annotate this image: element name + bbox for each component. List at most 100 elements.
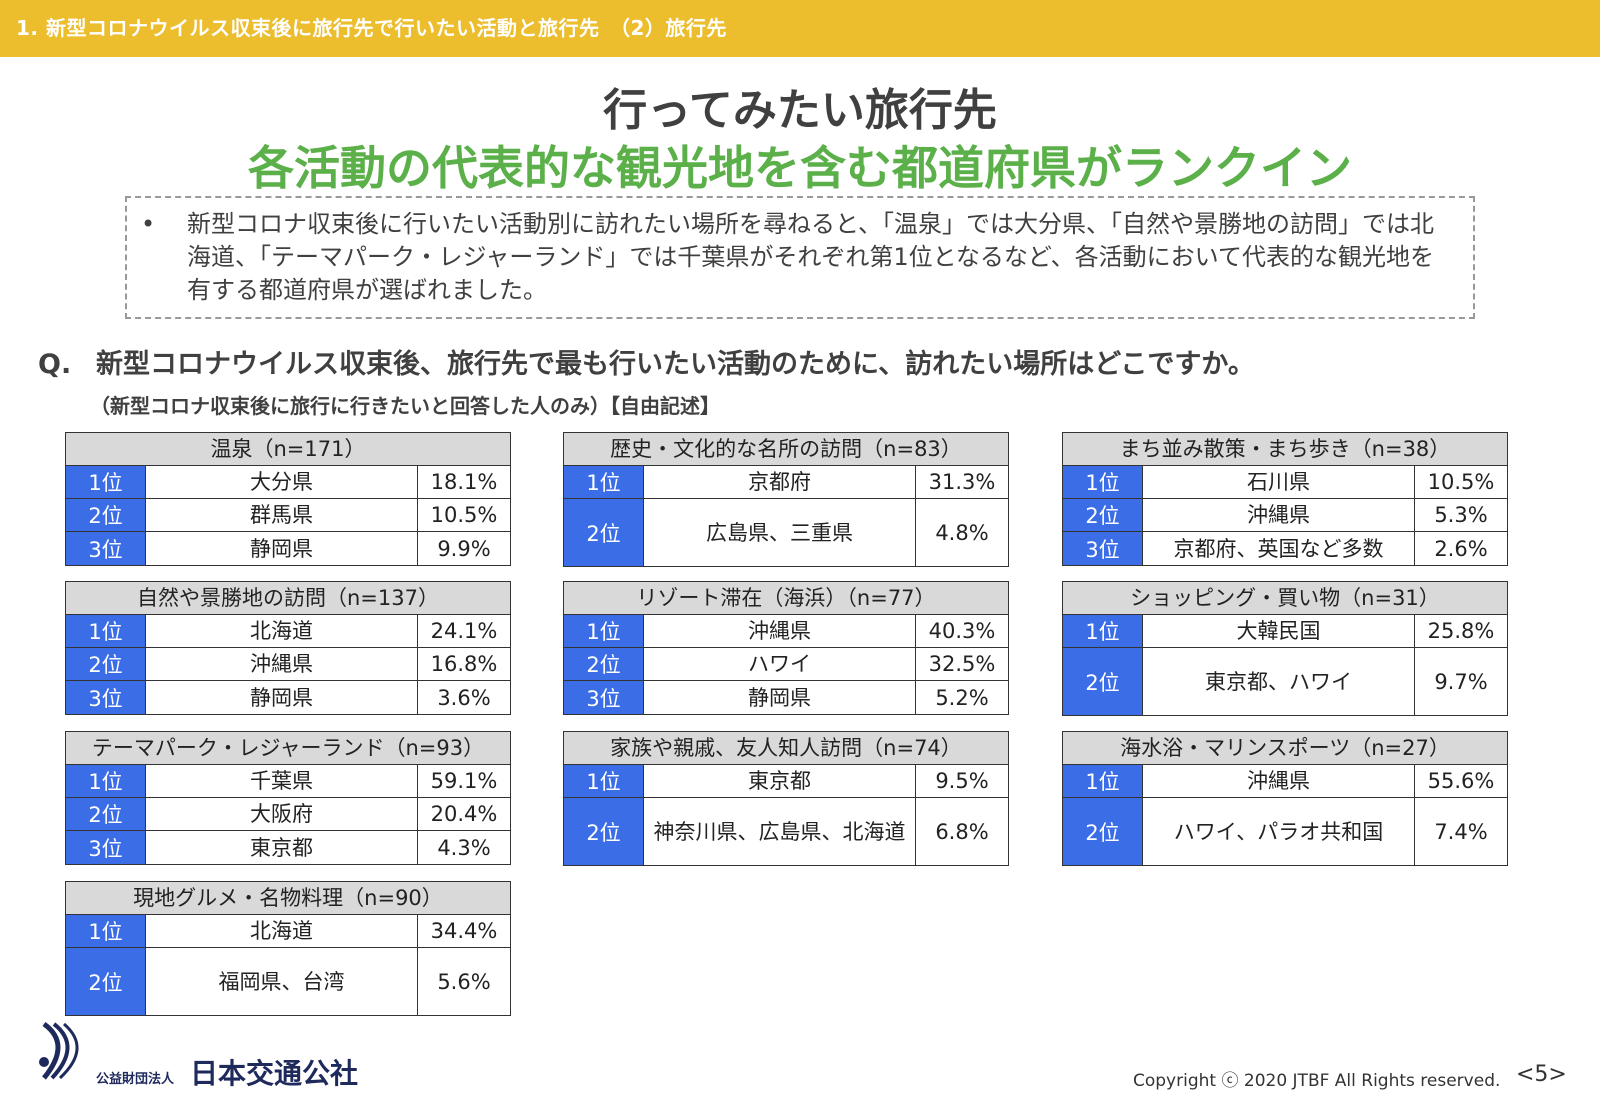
place-cell: 京都府 [644, 466, 916, 498]
table-row: 2位 大阪府 20.4% [66, 798, 510, 831]
table-row: 1位 北海道 34.4% [66, 915, 510, 948]
table-row: 1位 沖縄県 40.3% [564, 615, 1008, 648]
place-cell: 北海道 [146, 615, 418, 647]
percent-cell: 9.5% [935, 769, 989, 793]
rank-cell: 1位 [66, 615, 146, 647]
bullet: • [141, 210, 156, 238]
table-title: 歴史・文化的な名所の訪問（n=83） [564, 433, 1008, 466]
rank-cell: 1位 [1063, 765, 1143, 797]
place-cell: 神奈川県、広島県、北海道 [644, 798, 916, 865]
table-row: 1位 京都府 31.3% [564, 466, 1008, 499]
rank-cell: 1位 [66, 466, 146, 498]
percent-cell: 16.8% [430, 652, 498, 676]
percent-cell: 20.4% [430, 802, 498, 826]
rank-cell: 3位 [1063, 532, 1143, 565]
question-text: 新型コロナウイルス収束後、旅行先で最も行いたい活動のために、訪れたい場所はどこで… [96, 349, 1255, 380]
rank-cell: 2位 [564, 798, 644, 865]
jtbf-logo-icon [39, 1022, 79, 1080]
section-header-bar: 1. 新型コロナウイルス収束後に旅行先で行いたい活動と旅行先 （2）旅行先 [0, 0, 1600, 57]
question-note: （新型コロナ収束後に旅行に行きたいと回答した人のみ）【自由記述】 [90, 394, 720, 418]
rank-cell: 2位 [564, 499, 644, 566]
rank-cell: 2位 [564, 648, 644, 680]
rank-cell: 1位 [1063, 615, 1143, 647]
table-row: 1位 北海道 24.1% [66, 615, 510, 648]
rank-cell: 2位 [1063, 648, 1143, 715]
table-title: テーマパーク・レジャーランド（n=93） [66, 732, 510, 765]
place-cell: 大分県 [146, 466, 418, 498]
percent-cell: 25.8% [1427, 619, 1495, 643]
table-title: 現地グルメ・名物料理（n=90） [66, 882, 510, 915]
table-row: 3位 静岡県 9.9% [66, 532, 510, 565]
percent-cell: 4.8% [935, 520, 989, 545]
rank-cell: 2位 [1063, 499, 1143, 531]
rank-cell: 1位 [1063, 466, 1143, 498]
percent-cell: 59.1% [430, 769, 498, 793]
page-subtitle: 各活動の代表的な観光地を含む都道府県がランクイン [248, 141, 1352, 195]
rank-cell: 2位 [66, 948, 146, 1015]
percent-cell: 18.1% [430, 470, 498, 494]
table-row: 2位 福岡県、台湾 5.6% [66, 948, 510, 1015]
rank-cell: 3位 [66, 681, 146, 714]
question-label: Q. [38, 349, 72, 380]
rank-cell: 3位 [66, 831, 146, 864]
percent-cell: 5.3% [1434, 503, 1488, 527]
table-row: 2位 広島県、三重県 4.8% [564, 499, 1008, 566]
table-row: 2位 ハワイ、パラオ共和国 7.4% [1063, 798, 1507, 865]
percent-cell: 24.1% [430, 619, 498, 643]
org-type: 公益財団法人 [96, 1072, 175, 1087]
rank-cell: 1位 [564, 765, 644, 797]
table-row: 2位 沖縄県 5.3% [1063, 499, 1507, 532]
summary-box: • 新型コロナ収束後に行いたい活動別に訪れたい場所を尋ねると、「温泉」では大分県… [125, 196, 1475, 319]
place-cell: 大韓民国 [1143, 615, 1415, 647]
ranking-table: 現地グルメ・名物料理（n=90） 1位 北海道 34.4% 2位 福岡県、台湾 … [65, 881, 511, 1016]
org-name: 日本交通公社 [190, 1057, 359, 1090]
place-cell: 千葉県 [146, 765, 418, 797]
table-row: 3位 静岡県 5.2% [564, 681, 1008, 714]
table-row: 3位 東京都 4.3% [66, 831, 510, 864]
percent-cell: 4.3% [437, 835, 491, 860]
place-cell: 石川県 [1143, 466, 1415, 498]
place-cell: ハワイ [644, 648, 916, 680]
percent-cell: 10.5% [1427, 470, 1495, 494]
rank-cell: 3位 [66, 532, 146, 565]
rank-cell: 3位 [564, 681, 644, 714]
table-title: ショッピング・買い物（n=31） [1063, 582, 1507, 615]
ranking-table: テーマパーク・レジャーランド（n=93） 1位 千葉県 59.1% 2位 大阪府… [65, 731, 511, 865]
place-cell: 静岡県 [644, 681, 916, 714]
table-title: リゾート滞在（海浜）（n=77） [564, 582, 1008, 615]
percent-cell: 32.5% [928, 652, 996, 676]
percent-cell: 9.7% [1434, 669, 1488, 694]
ranking-table: 温泉（n=171） 1位 大分県 18.1% 2位 群馬県 10.5% 3位 静… [65, 432, 511, 566]
table-title: 海水浴・マリンスポーツ（n=27） [1063, 732, 1507, 765]
ranking-table: リゾート滞在（海浜）（n=77） 1位 沖縄県 40.3% 2位 ハワイ 32.… [563, 581, 1009, 715]
rank-cell: 1位 [66, 915, 146, 947]
table-row: 2位 神奈川県、広島県、北海道 6.8% [564, 798, 1008, 865]
place-cell: 静岡県 [146, 681, 418, 714]
table-row: 1位 大分県 18.1% [66, 466, 510, 499]
table-title: 温泉（n=171） [66, 433, 510, 466]
table-row: 1位 大韓民国 25.8% [1063, 615, 1507, 648]
ranking-table: まち並み散策・まち歩き（n=38） 1位 石川県 10.5% 2位 沖縄県 5.… [1062, 432, 1508, 566]
rank-cell: 2位 [66, 798, 146, 830]
table-row: 2位 東京都、ハワイ 9.7% [1063, 648, 1507, 715]
rank-cell: 2位 [66, 648, 146, 680]
percent-cell: 2.6% [1434, 536, 1488, 561]
place-cell: 静岡県 [146, 532, 418, 565]
question: Q. 新型コロナウイルス収束後、旅行先で最も行いたい活動のために、訪れたい場所はど… [38, 342, 1255, 381]
ranking-table: ショッピング・買い物（n=31） 1位 大韓民国 25.8% 2位 東京都、ハワ… [1062, 581, 1508, 716]
ranking-table: 歴史・文化的な名所の訪問（n=83） 1位 京都府 31.3% 2位 広島県、三… [563, 432, 1009, 567]
table-title: 家族や親戚、友人知人訪問（n=74） [564, 732, 1008, 765]
rank-cell: 2位 [66, 499, 146, 531]
table-row: 1位 沖縄県 55.6% [1063, 765, 1507, 798]
place-cell: 東京都 [146, 831, 418, 864]
table-row: 3位 静岡県 3.6% [66, 681, 510, 714]
ranking-table: 海水浴・マリンスポーツ（n=27） 1位 沖縄県 55.6% 2位 ハワイ、パラ… [1062, 731, 1508, 866]
place-cell: 沖縄県 [644, 615, 916, 647]
percent-cell: 3.6% [437, 685, 491, 710]
rank-cell: 1位 [564, 615, 644, 647]
page-title: 行ってみたい旅行先 [603, 85, 997, 136]
page-number: <5> [1516, 1062, 1567, 1087]
percent-cell: 31.3% [928, 470, 996, 494]
place-cell: 大阪府 [146, 798, 418, 830]
table-row: 3位 京都府、英国など多数 2.6% [1063, 532, 1507, 565]
